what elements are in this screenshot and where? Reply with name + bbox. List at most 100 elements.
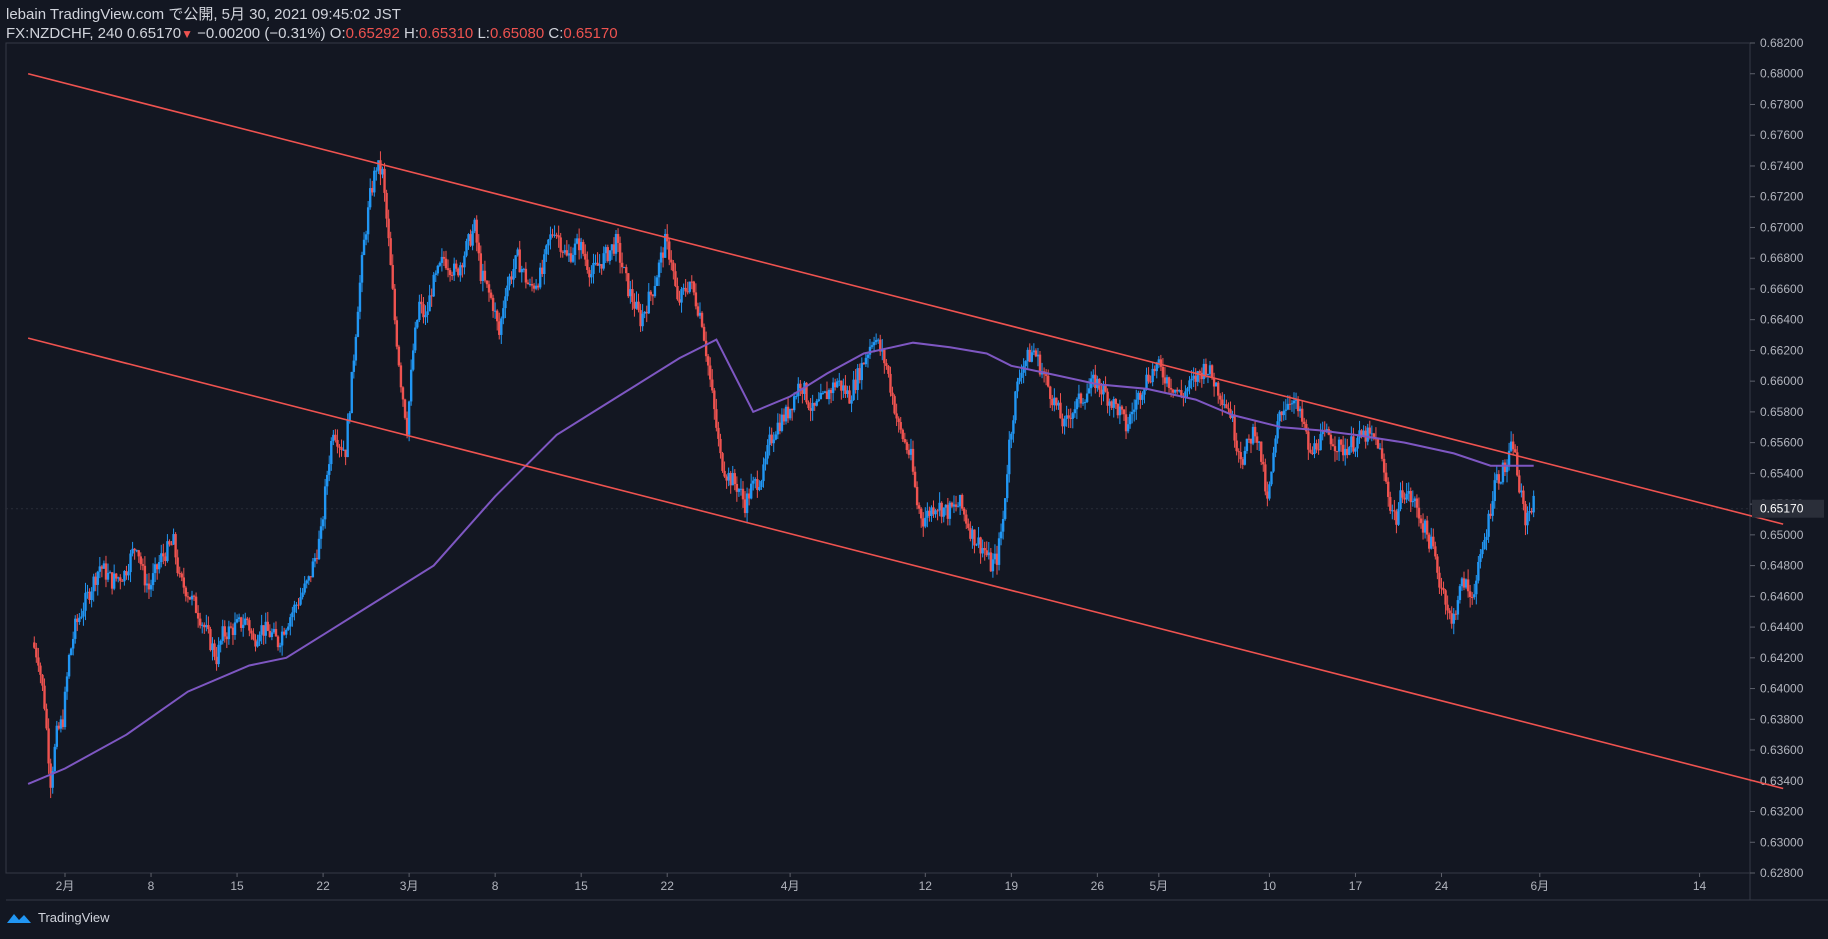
candle-down [143, 565, 147, 586]
candle-down [168, 541, 171, 545]
candle-down [393, 288, 396, 321]
candle-up [465, 241, 468, 256]
candle-down [297, 604, 300, 606]
candle-down [495, 310, 499, 322]
candle-up [153, 564, 157, 574]
candle-down [526, 282, 530, 285]
candle-up [364, 234, 368, 240]
candle-up [1075, 399, 1079, 410]
candle-up [1493, 480, 1496, 502]
candle-down [721, 453, 724, 471]
candle-up [1528, 511, 1531, 513]
candle-up [354, 336, 358, 361]
candle-down [1221, 399, 1224, 405]
candle-up [547, 239, 550, 246]
candle-up [758, 487, 761, 490]
candle-down [1346, 448, 1349, 455]
candle-down [1368, 427, 1371, 434]
trend-channel[interactable] [27, 72, 1784, 790]
candle-down [1450, 613, 1453, 624]
candle-down [829, 389, 833, 394]
candle-down [35, 647, 38, 658]
candle-up [1272, 452, 1275, 472]
candle-up [1477, 561, 1480, 581]
candle-down [39, 665, 42, 675]
candle-up [211, 643, 214, 651]
candle-down [719, 438, 722, 454]
candle-down [47, 728, 50, 764]
candle-up [739, 488, 743, 490]
candle-up [1520, 490, 1523, 493]
candle-down [901, 429, 904, 440]
candle-down [223, 626, 226, 637]
candle-down [1300, 408, 1304, 422]
candle-up [539, 267, 542, 288]
candle-down [1393, 510, 1396, 512]
candle-up [1358, 430, 1361, 438]
candle-down [854, 379, 857, 390]
candle-up [663, 233, 667, 258]
candle-up [938, 502, 941, 511]
footer-brand[interactable]: TradingView [6, 910, 110, 925]
candle-up [727, 472, 730, 481]
candle-up [768, 434, 771, 446]
candle-up [473, 219, 476, 232]
candle-down [49, 763, 52, 788]
candle-down [1360, 430, 1363, 437]
candle-down [1317, 449, 1320, 451]
candle-up [295, 604, 298, 606]
candle-up [842, 385, 845, 391]
candle-up [1036, 354, 1040, 357]
candle-up [754, 479, 757, 481]
candle-up [622, 267, 626, 269]
price-tick-label: 0.67000 [1760, 220, 1804, 234]
candle-up [471, 231, 474, 246]
candle-up [850, 400, 853, 404]
high-label: H: [404, 25, 420, 42]
candle-down [588, 269, 591, 278]
candle-down [479, 253, 483, 281]
candle-down [442, 256, 446, 259]
candle-down [862, 362, 866, 365]
candle-down [1409, 490, 1412, 503]
candle-down [541, 267, 544, 275]
candle-down [600, 264, 603, 269]
candle-up [1491, 501, 1494, 516]
candle-down [491, 297, 495, 311]
candle-up [1460, 578, 1464, 587]
candle-down [1237, 451, 1240, 453]
candle-up [514, 255, 517, 269]
candle-down [1421, 523, 1425, 533]
candles[interactable] [33, 151, 1535, 799]
candle-up [51, 771, 54, 788]
candle-up [1006, 474, 1009, 499]
candle-down [889, 373, 892, 393]
candle-down [1262, 461, 1265, 465]
candle-up [698, 312, 702, 316]
candle-up [1282, 410, 1285, 416]
candle-down [174, 534, 177, 558]
candle-up [1366, 427, 1369, 442]
candle-up [657, 262, 661, 278]
candle-up [287, 626, 290, 630]
candle-down [1352, 436, 1355, 452]
price-axis[interactable]: 0.68200 0.68000 0.67800 0.67600 0.67400 0.672… [1750, 36, 1804, 880]
candle-down [1395, 511, 1398, 525]
candle-down [711, 379, 714, 391]
candle-down [954, 504, 958, 507]
candle-down [180, 573, 183, 578]
time-axis[interactable]: 2月 8 15 22 3月 8 15 22 4月 12 19 26 5月 10 17 24 6月 14 [56, 873, 1707, 893]
candle-down [963, 508, 966, 515]
candle-up [502, 308, 505, 319]
candle-up [416, 319, 419, 328]
candle-up [1081, 402, 1085, 404]
candle-up [418, 301, 421, 320]
candle-up [332, 434, 335, 441]
candle-up [440, 256, 444, 263]
time-tick-label: 17 [1349, 879, 1363, 893]
candle-down [969, 528, 972, 539]
candle-down [684, 287, 687, 292]
candle-up [1085, 393, 1089, 402]
candle-up [1499, 482, 1503, 484]
